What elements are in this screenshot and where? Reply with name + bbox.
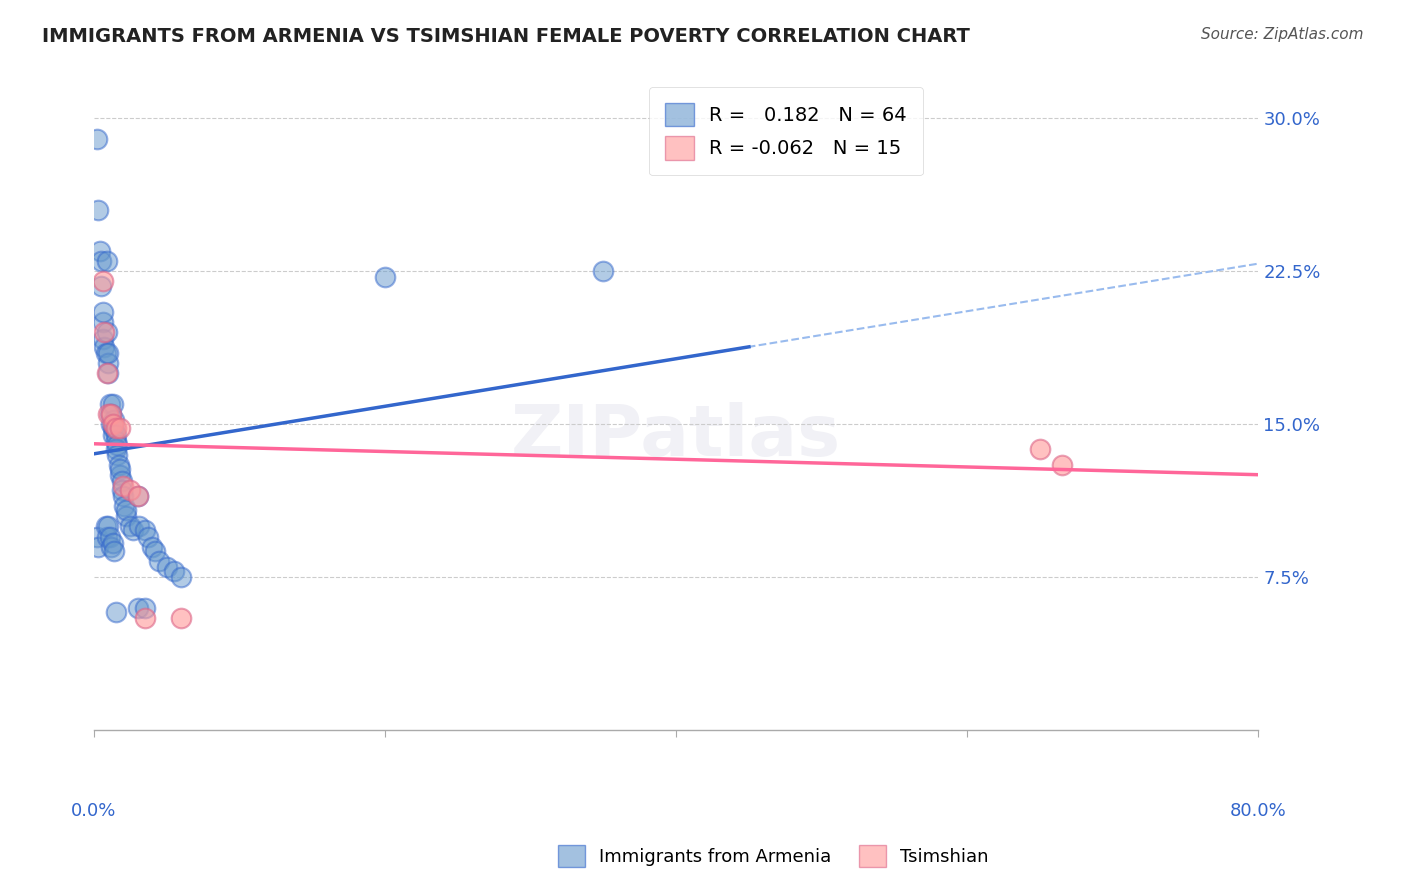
- Point: [94, 346, 117, 360]
- Point: [96, 366, 118, 380]
- Point: [97, 407, 120, 421]
- Point: [120, 519, 142, 533]
- Point: [87, 540, 110, 554]
- Point: [592, 264, 614, 278]
- Text: IMMIGRANTS FROM ARMENIA VS TSIMSHIAN FEMALE POVERTY CORRELATION CHART: IMMIGRANTS FROM ARMENIA VS TSIMSHIAN FEM…: [42, 27, 970, 45]
- Point: [91, 275, 114, 289]
- Point: [101, 427, 124, 442]
- Point: [127, 601, 149, 615]
- Point: [136, 529, 159, 543]
- Point: [87, 202, 110, 217]
- Point: [91, 332, 114, 346]
- Point: [100, 417, 122, 432]
- Point: [103, 413, 125, 427]
- Text: Source: ZipAtlas.com: Source: ZipAtlas.com: [1201, 27, 1364, 42]
- Point: [156, 560, 179, 574]
- Point: [105, 438, 128, 452]
- Point: [98, 397, 121, 411]
- Point: [112, 478, 135, 492]
- Point: [93, 340, 115, 354]
- Point: [1029, 442, 1052, 456]
- Point: [101, 535, 124, 549]
- Point: [105, 448, 128, 462]
- Point: [94, 519, 117, 533]
- Point: [101, 417, 124, 432]
- Point: [104, 434, 127, 448]
- Point: [120, 483, 142, 497]
- Point: [103, 421, 125, 435]
- Point: [93, 326, 115, 340]
- Point: [97, 519, 120, 533]
- Point: [100, 540, 122, 554]
- Point: [97, 366, 120, 380]
- Point: [86, 131, 108, 145]
- Legend: R =   0.182   N = 64, R = -0.062   N = 15: R = 0.182 N = 64, R = -0.062 N = 15: [650, 87, 922, 176]
- Point: [112, 489, 135, 503]
- Point: [98, 529, 121, 543]
- Point: [103, 543, 125, 558]
- Point: [96, 529, 118, 543]
- Point: [1050, 458, 1073, 472]
- Point: [90, 254, 112, 268]
- Point: [127, 489, 149, 503]
- Point: [122, 524, 145, 538]
- Point: [108, 462, 131, 476]
- Point: [163, 564, 186, 578]
- Point: [374, 270, 396, 285]
- Point: [100, 407, 122, 421]
- Point: [100, 407, 122, 421]
- Point: [108, 421, 131, 435]
- Point: [134, 601, 156, 615]
- Point: [89, 244, 111, 258]
- Point: [108, 468, 131, 483]
- Point: [110, 475, 132, 489]
- Point: [134, 611, 156, 625]
- Point: [107, 458, 129, 472]
- Point: [141, 540, 163, 554]
- Point: [104, 427, 127, 442]
- Point: [101, 421, 124, 435]
- Point: [90, 278, 112, 293]
- Point: [104, 442, 127, 456]
- Point: [143, 543, 166, 558]
- Point: [170, 570, 193, 584]
- Point: [101, 397, 124, 411]
- Point: [98, 407, 121, 421]
- Point: [170, 611, 193, 625]
- Point: [91, 305, 114, 319]
- Point: [96, 254, 118, 268]
- Text: ZIPatlas: ZIPatlas: [512, 402, 841, 471]
- Point: [114, 499, 136, 513]
- Point: [127, 489, 149, 503]
- Point: [128, 519, 150, 533]
- Point: [91, 315, 114, 329]
- Point: [115, 503, 138, 517]
- Point: [97, 356, 120, 370]
- Legend: Immigrants from Armenia, Tsimshian: Immigrants from Armenia, Tsimshian: [551, 838, 995, 874]
- Text: 80.0%: 80.0%: [1230, 802, 1286, 820]
- Point: [104, 605, 127, 619]
- Text: 0.0%: 0.0%: [72, 802, 117, 820]
- Point: [134, 524, 156, 538]
- Point: [110, 483, 132, 497]
- Point: [96, 326, 118, 340]
- Point: [104, 421, 127, 435]
- Point: [115, 509, 138, 524]
- Point: [148, 554, 170, 568]
- Point: [86, 529, 108, 543]
- Point: [97, 346, 120, 360]
